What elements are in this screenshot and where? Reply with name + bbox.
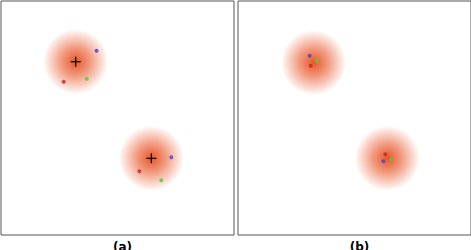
svg-text:(a): (a) bbox=[113, 240, 132, 250]
svg-text:(b): (b) bbox=[350, 240, 370, 250]
